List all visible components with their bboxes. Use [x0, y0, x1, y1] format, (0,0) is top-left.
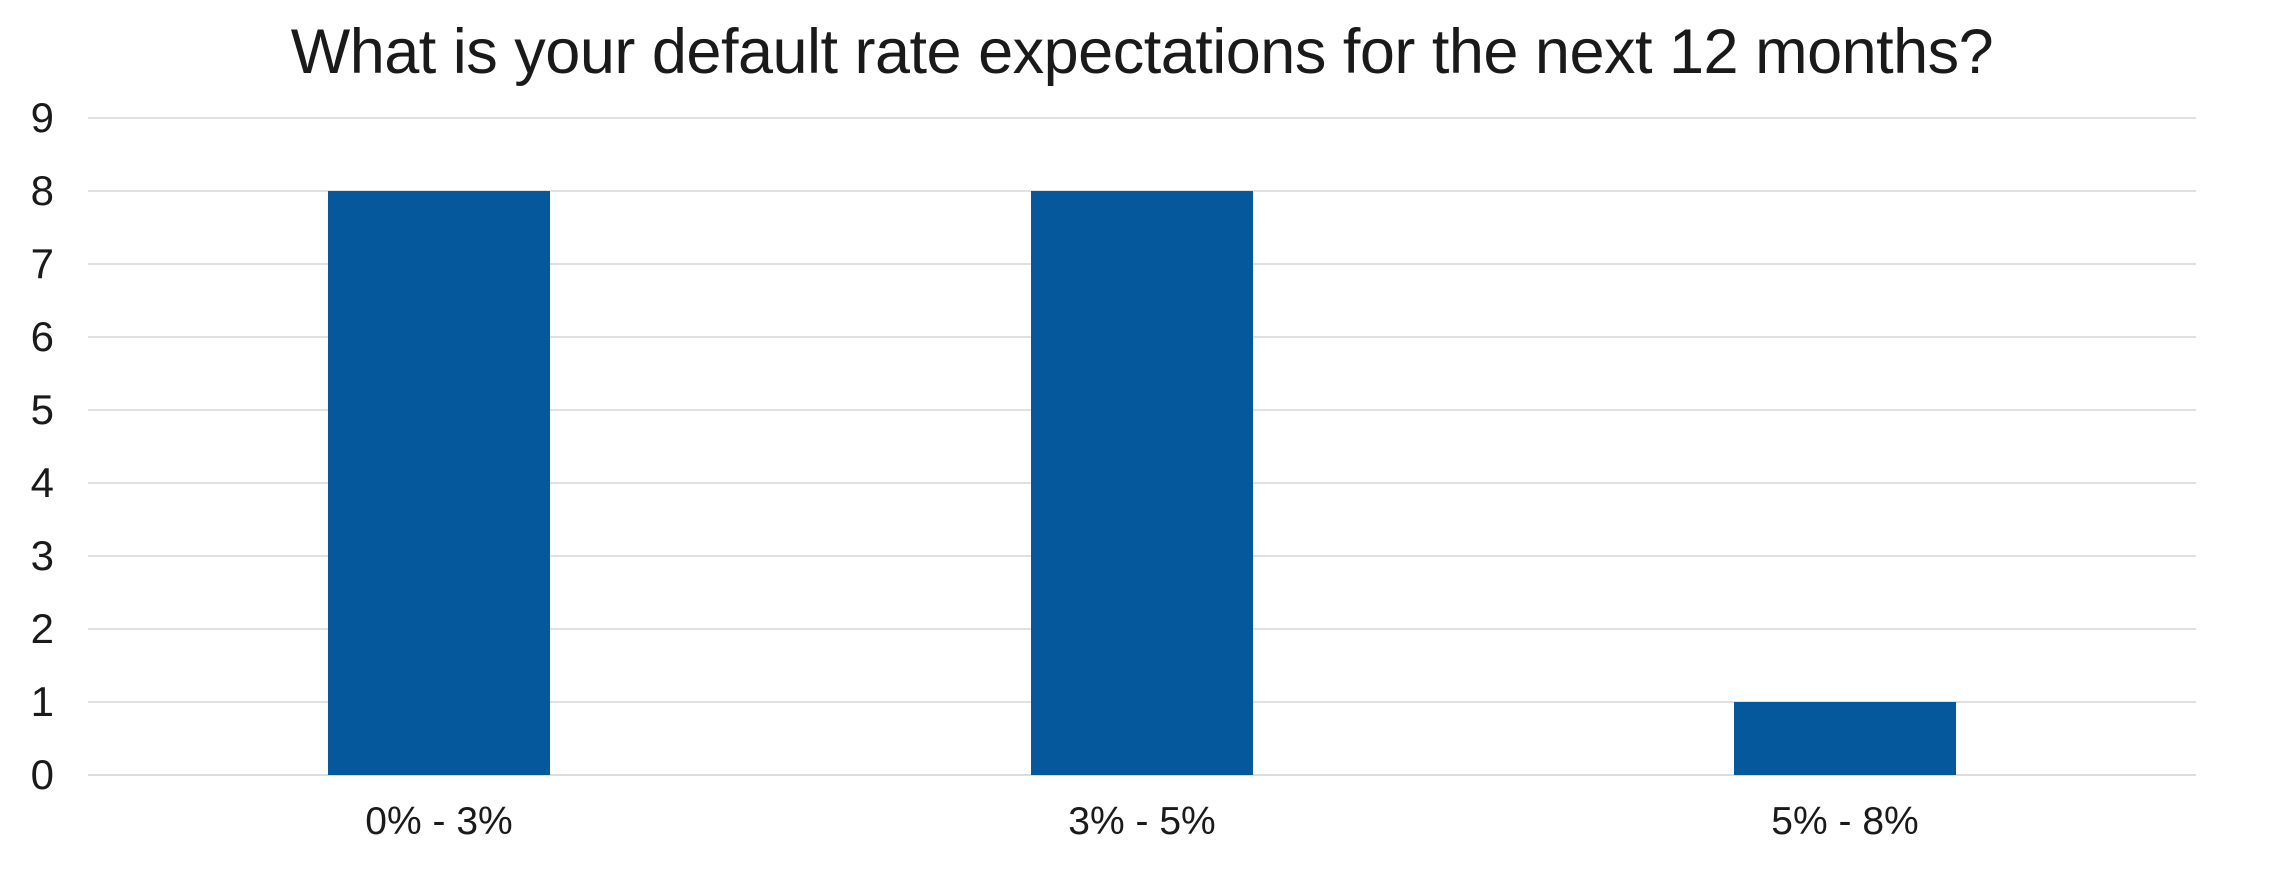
x-tick-label: 0% - 3%: [365, 800, 513, 843]
y-tick-label: 9: [30, 94, 54, 141]
chart-title: What is your default rate expectations f…: [290, 17, 1994, 87]
bar: [1031, 191, 1253, 775]
y-tick-label: 0: [30, 751, 54, 798]
y-axis: 0 1 2 3 4 5 6 7 8 9: [0, 97, 54, 796]
y-tick-label: 8: [30, 167, 54, 214]
x-tick-label: 3% - 5%: [1068, 800, 1216, 843]
gridline: [88, 774, 2196, 776]
y-tick-label: 5: [30, 386, 54, 433]
x-tick-label: 5% - 8%: [1771, 800, 1919, 843]
y-tick-label: 7: [30, 240, 54, 287]
plot-area: [88, 117, 2196, 776]
y-tick-label: 1: [30, 678, 54, 725]
bar: [1734, 702, 1956, 775]
bar: [328, 191, 550, 775]
y-tick-label: 2: [30, 605, 54, 652]
y-tick-label: 6: [30, 313, 54, 360]
y-tick-label: 4: [30, 459, 54, 506]
y-tick-label: 3: [30, 532, 54, 579]
gridline: [88, 117, 2196, 119]
x-axis: 0% - 3% 3% - 5% 5% - 8%: [88, 800, 2196, 861]
